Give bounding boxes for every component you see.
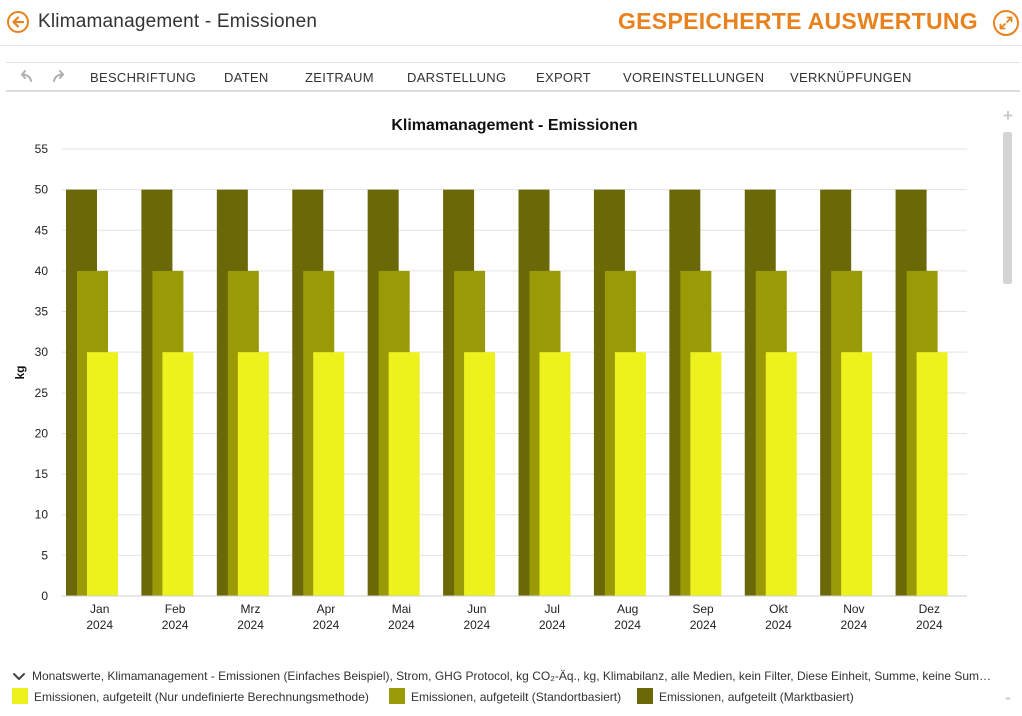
x-tick-label: 2024 bbox=[690, 618, 717, 632]
info-text: Monatswerte, Klimamanagement - Emissione… bbox=[32, 669, 994, 683]
x-tick-label: 2024 bbox=[86, 618, 113, 632]
expand-icon bbox=[999, 16, 1013, 30]
toolbar-zeitraum[interactable]: ZEITRAUM bbox=[305, 70, 374, 85]
toolbar-export[interactable]: EXPORT bbox=[536, 70, 592, 85]
toolbar-verknuepfungen[interactable]: VERKNÜPFUNGEN bbox=[790, 70, 912, 85]
back-button[interactable] bbox=[7, 11, 29, 33]
x-tick-label: 2024 bbox=[916, 618, 943, 632]
bar-undefiniert bbox=[87, 352, 118, 596]
y-axis-label: kg bbox=[13, 365, 27, 379]
bar-undefiniert bbox=[162, 352, 194, 596]
expand-button[interactable] bbox=[993, 10, 1019, 36]
y-tick-label: 20 bbox=[35, 426, 49, 440]
x-tick-label: Mrz bbox=[241, 602, 261, 616]
x-tick-label: 2024 bbox=[313, 618, 340, 632]
legend-item-marktbasiert[interactable]: Emissionen, aufgeteilt (Marktbasiert) bbox=[637, 688, 867, 706]
toolbar: BESCHRIFTUNG DATEN ZEITRAUM DARSTELLUNG … bbox=[6, 62, 1020, 92]
legend-swatch bbox=[389, 688, 405, 704]
toolbar-voreinstellungen[interactable]: VOREINSTELLUNGEN bbox=[623, 70, 765, 85]
x-tick-label: Dez bbox=[919, 602, 940, 616]
x-tick-label: 2024 bbox=[463, 618, 490, 632]
x-tick-label: Jul bbox=[545, 602, 560, 616]
y-tick-label: 0 bbox=[41, 589, 48, 603]
top-bar: Klimamanagement - Emissionen GESPEICHERT… bbox=[0, 0, 1022, 46]
bar-undefiniert bbox=[313, 352, 345, 596]
bar-undefiniert bbox=[388, 352, 420, 596]
chart-info-line: Monatswerte, Klimamanagement - Emissione… bbox=[12, 668, 997, 686]
y-tick-label: 5 bbox=[41, 548, 48, 562]
legend-label: Emissionen, aufgeteilt (Nur undefinierte… bbox=[34, 690, 369, 704]
legend-label: Emissionen, aufgeteilt (Marktbasiert) bbox=[659, 690, 854, 704]
x-tick-label: 2024 bbox=[237, 618, 264, 632]
y-tick-label: 15 bbox=[35, 467, 49, 481]
legend-label: Emissionen, aufgeteilt (Standortbasiert) bbox=[411, 690, 622, 704]
bar-undefiniert bbox=[841, 352, 873, 596]
y-tick-label: 50 bbox=[35, 183, 49, 197]
bar-undefiniert bbox=[916, 352, 948, 596]
x-tick-label: 2024 bbox=[765, 618, 792, 632]
arrow-left-icon bbox=[12, 16, 25, 28]
x-tick-label: Mai bbox=[392, 602, 411, 616]
y-tick-label: 55 bbox=[35, 142, 49, 156]
bar-undefiniert bbox=[614, 352, 646, 596]
redo-icon[interactable] bbox=[51, 68, 69, 86]
x-tick-label: 2024 bbox=[841, 618, 868, 632]
y-tick-label: 10 bbox=[35, 508, 49, 522]
x-tick-label: 2024 bbox=[614, 618, 641, 632]
legend-swatch bbox=[12, 688, 28, 704]
bar-undefiniert bbox=[464, 352, 496, 596]
y-tick-label: 45 bbox=[35, 223, 49, 237]
bar-undefiniert bbox=[237, 352, 269, 596]
chevron-down-icon[interactable] bbox=[12, 671, 26, 683]
chart-legend: Emissionen, aufgeteilt (Nur undefinierte… bbox=[12, 688, 1002, 708]
bar-undefiniert bbox=[690, 352, 722, 596]
x-tick-label: Apr bbox=[317, 602, 336, 616]
toolbar-daten[interactable]: DATEN bbox=[224, 70, 269, 85]
x-tick-label: Feb bbox=[165, 602, 186, 616]
vertical-scrollbar[interactable]: + - bbox=[1002, 106, 1014, 708]
x-tick-label: Aug bbox=[617, 602, 638, 616]
toolbar-beschriftung[interactable]: BESCHRIFTUNG bbox=[90, 70, 197, 85]
chart-area: Klimamanagement - Emissionen 0 5 10 15 20 25 30… bbox=[0, 100, 995, 660]
y-tick-label: 25 bbox=[35, 386, 49, 400]
scrollbar-thumb[interactable] bbox=[1003, 132, 1012, 284]
x-tick-label: Sep bbox=[692, 602, 714, 616]
legend-swatch bbox=[637, 688, 653, 704]
x-tick-label: Nov bbox=[843, 602, 864, 616]
x-tick-label: Jun bbox=[467, 602, 486, 616]
x-tick-label: Okt bbox=[769, 602, 788, 616]
bar-undefiniert bbox=[539, 352, 571, 596]
x-tick-label: 2024 bbox=[539, 618, 566, 632]
page-title: Klimamanagement - Emissionen bbox=[38, 11, 318, 32]
y-tick-label: 40 bbox=[35, 264, 49, 278]
x-tick-label: 2024 bbox=[162, 618, 189, 632]
zoom-in-icon[interactable]: + bbox=[1003, 106, 1013, 125]
bar-undefiniert bbox=[765, 352, 797, 596]
legend-item-undefiniert[interactable]: Emissionen, aufgeteilt (Nur undefinierte… bbox=[12, 688, 382, 706]
y-tick-label: 30 bbox=[35, 345, 49, 359]
zoom-out-icon[interactable]: - bbox=[1005, 688, 1011, 707]
chart-title: Klimamanagement - Emissionen bbox=[391, 117, 637, 134]
toolbar-darstellung[interactable]: DARSTELLUNG bbox=[407, 70, 507, 85]
legend-item-standortbasiert[interactable]: Emissionen, aufgeteilt (Standortbasiert) bbox=[389, 688, 629, 706]
x-tick-label: Jan bbox=[90, 602, 109, 616]
y-tick-label: 35 bbox=[35, 305, 49, 319]
saved-evaluation-title: GESPEICHERTE AUSWERTUNG bbox=[617, 8, 978, 34]
bar-chart: Klimamanagement - Emissionen 0 5 10 15 20 25 30… bbox=[13, 117, 967, 632]
x-tick-label: 2024 bbox=[388, 618, 415, 632]
undo-icon[interactable] bbox=[16, 68, 34, 86]
